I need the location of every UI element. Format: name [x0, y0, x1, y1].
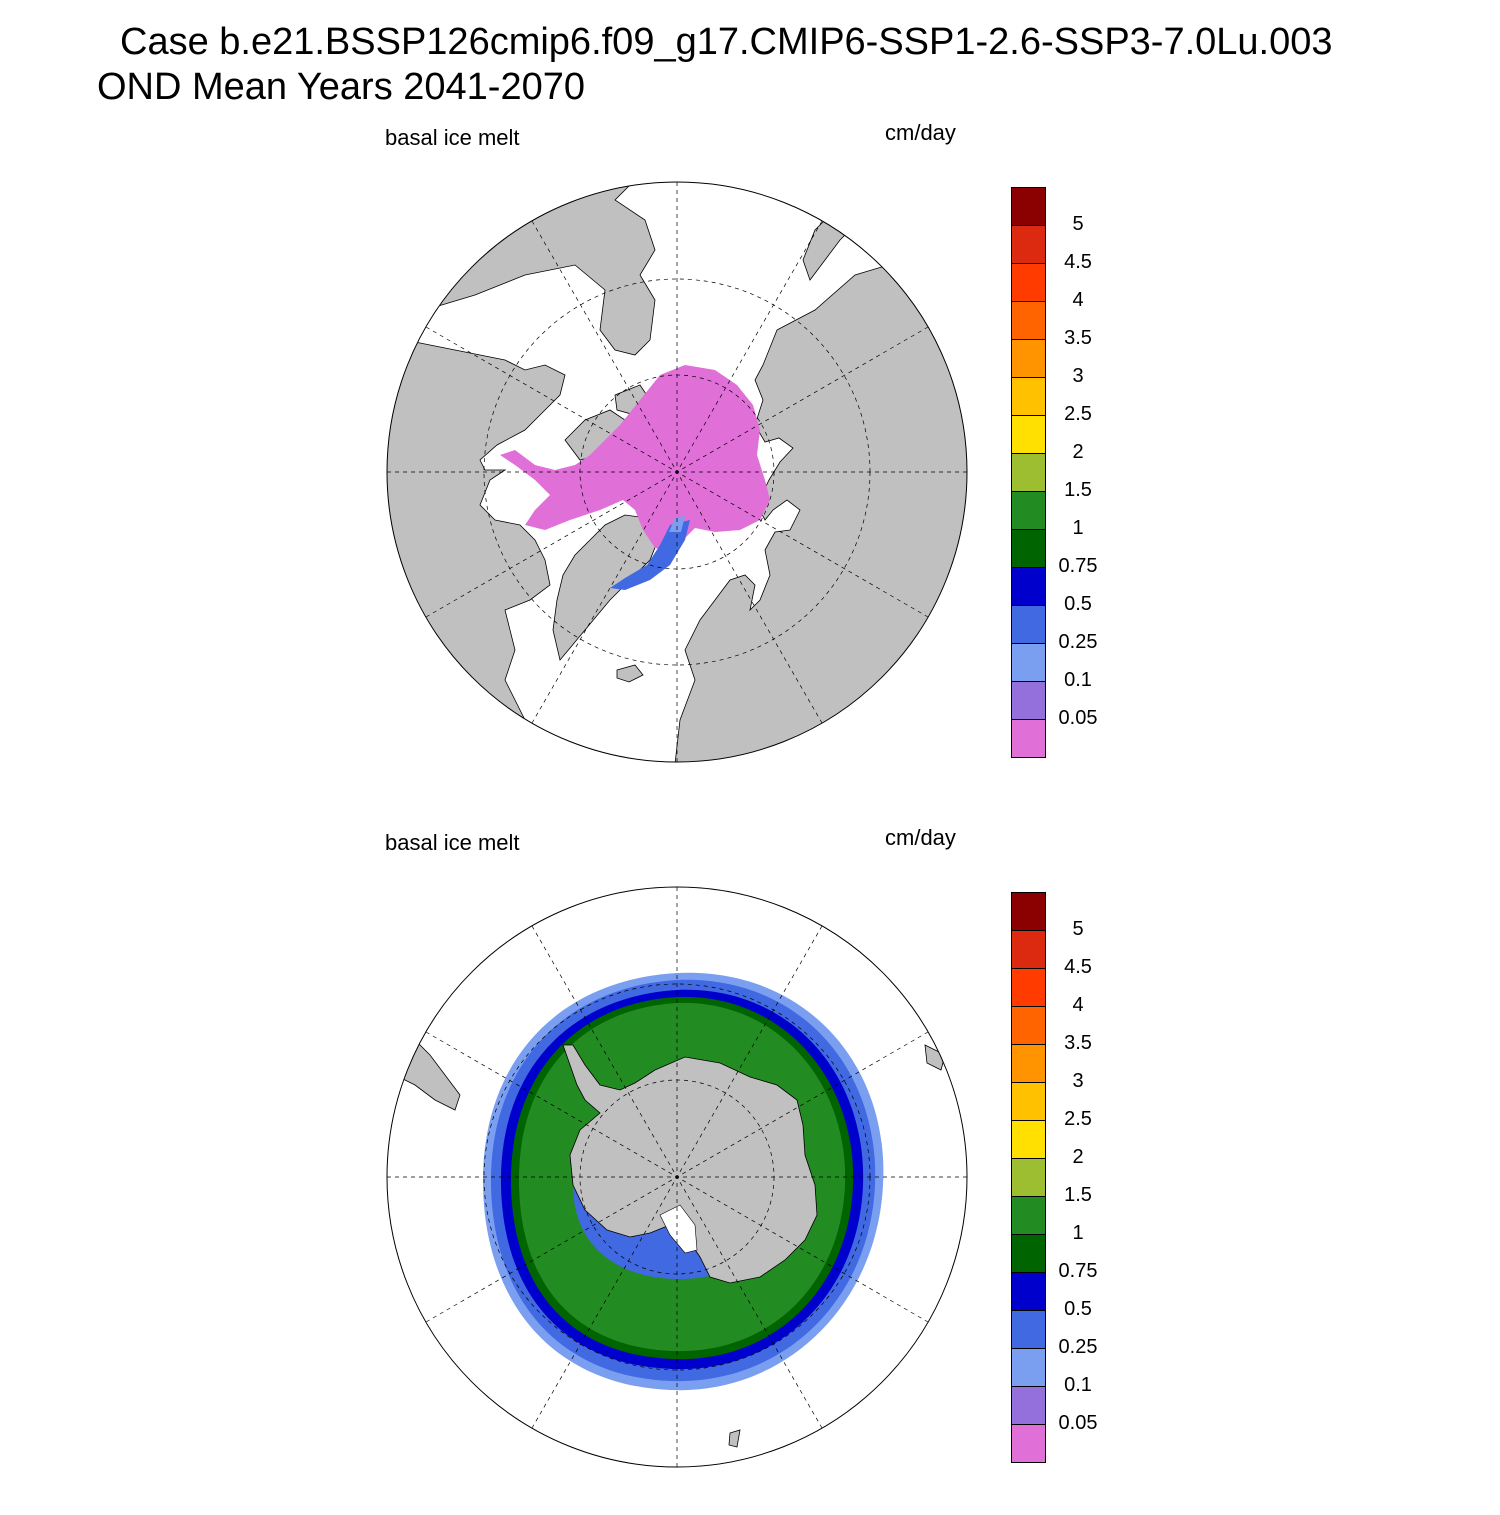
- colorbar-tick-label: 2: [1072, 1146, 1084, 1168]
- colorbar-tick-label: 4: [1072, 289, 1084, 311]
- colorbar-tick-label: 0.1: [1064, 669, 1092, 691]
- colorbar-swatch: [1011, 930, 1046, 969]
- panel-variable-label: basal ice melt: [385, 830, 520, 855]
- colorbar-tick-label: 1: [1072, 1222, 1084, 1244]
- colorbar-swatch: [1011, 892, 1046, 931]
- colorbar-tick-label: 2.5: [1064, 403, 1092, 425]
- colorbar-tick-label: 1.5: [1064, 479, 1092, 501]
- land-greenland: [552, 514, 661, 661]
- land-iceland: [616, 664, 644, 683]
- land-new-zealand: [728, 1429, 741, 1448]
- colorbar-tick-label: 5: [1072, 918, 1084, 940]
- colorbar-tick-label: 1.5: [1064, 1184, 1092, 1206]
- colorbar-swatch: [1011, 339, 1046, 378]
- panel-units-label: cm/day: [885, 120, 956, 145]
- colorbar-swatch: [1011, 1310, 1046, 1349]
- colorbar-tick-label: 0.75: [1058, 1260, 1098, 1282]
- colorbar-swatch: [1011, 605, 1046, 644]
- colorbar-swatch: [1011, 1120, 1046, 1159]
- colorbar-tick-label: 2.5: [1064, 1108, 1092, 1130]
- colorbar-swatch: [1011, 1386, 1046, 1425]
- panel-units-label: cm/day: [885, 825, 956, 850]
- colorbar-swatch: [1011, 643, 1046, 682]
- land-north-america: [387, 182, 656, 762]
- colorbar-swatch: [1011, 453, 1046, 492]
- colorbar-tick-label: 4.5: [1064, 956, 1092, 978]
- colorbar-tick-label: 1: [1072, 517, 1084, 539]
- panel-variable-label: basal ice melt: [385, 125, 520, 150]
- graticule: [387, 182, 967, 762]
- colorbar-swatch: [1011, 377, 1046, 416]
- colorbar-tick-label: 0.75: [1058, 555, 1098, 577]
- colorbar-swatch: [1011, 567, 1046, 606]
- colorbar-tick-label: 4: [1072, 994, 1084, 1016]
- colorbar-swatch: [1011, 1424, 1046, 1463]
- sea-ice-field-pink: [500, 365, 770, 552]
- colorbar-swatch: [1011, 1006, 1046, 1045]
- colorbar-tick-label: 3.5: [1064, 327, 1092, 349]
- south-polar-map: [386, 886, 968, 1468]
- colorbar-tick-label: 0.25: [1058, 631, 1098, 653]
- colorbar-swatch: [1011, 301, 1046, 340]
- land-antarctica: [562, 1044, 818, 1284]
- colorbar-tick-label: 5: [1072, 213, 1084, 235]
- colorbar-tick-label: 0.5: [1064, 1298, 1092, 1320]
- colorbar-swatch: [1011, 263, 1046, 302]
- map-border: [386, 181, 968, 763]
- colorbar-tick-label: 0.25: [1058, 1336, 1098, 1358]
- colorbar-tick-label: 0.05: [1058, 707, 1098, 729]
- title-line-1: Case b.e21.BSSP126cmip6.f09_g17.CMIP6-SS…: [120, 21, 1333, 63]
- colorbar-swatch: [1011, 529, 1046, 568]
- colorbar-tick-label: 3.5: [1064, 1032, 1092, 1054]
- colorbar-swatch: [1011, 415, 1046, 454]
- colorbar-tick-label: 3: [1072, 365, 1084, 387]
- sea-ice-field-blue: [610, 520, 690, 590]
- colorbar-swatch: [1011, 1158, 1046, 1197]
- colorbar-tick-label: 0.5: [1064, 593, 1092, 615]
- map-border: [386, 886, 968, 1468]
- colorbar-swatch: [1011, 1348, 1046, 1387]
- colorbar-tick-label: 4.5: [1064, 251, 1092, 273]
- colorbar-tick-label: 0.1: [1064, 1374, 1092, 1396]
- colorbar-swatch: [1011, 491, 1046, 530]
- title-line-2: OND Mean Years 2041-2070: [97, 66, 585, 108]
- colorbar-swatch: [1011, 968, 1046, 1007]
- colorbar-swatch: [1011, 1044, 1046, 1083]
- colorbar-swatch: [1011, 1082, 1046, 1121]
- north-polar-map: [386, 181, 968, 763]
- colorbar-swatch: [1011, 1196, 1046, 1235]
- colorbar-swatch: [1011, 187, 1046, 226]
- colorbar-tick-label: 2: [1072, 441, 1084, 463]
- ice-shelf-ross: [659, 1204, 698, 1254]
- graticule: [387, 887, 967, 1467]
- colorbar-swatch: [1011, 719, 1046, 758]
- colorbar-swatch: [1011, 225, 1046, 264]
- colorbar-swatch: [1011, 681, 1046, 720]
- land-eurasia: [674, 259, 967, 762]
- map-panel-south: basal ice melt cm/day: [0, 815, 1500, 1515]
- colorbar-swatch: [1011, 1234, 1046, 1273]
- colorbar-tick-label: 0.05: [1058, 1412, 1098, 1434]
- sea-ice-field-lightblue: [669, 516, 685, 532]
- colorbar-swatch: [1011, 1272, 1046, 1311]
- map-panel-north: basal ice melt cm/day: [0, 110, 1500, 810]
- colorbar-tick-label: 3: [1072, 1070, 1084, 1092]
